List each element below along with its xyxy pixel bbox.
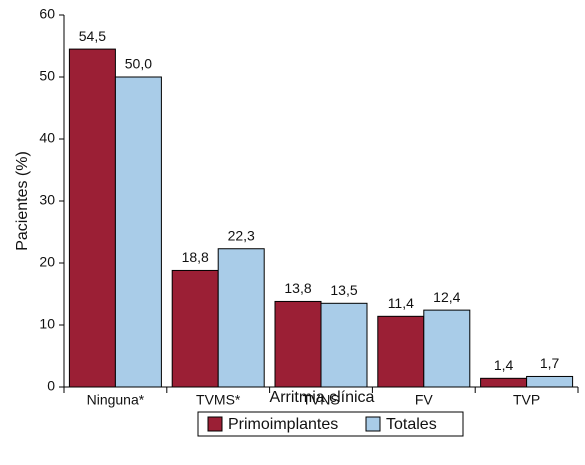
bar bbox=[68, 48, 116, 388]
legend-box bbox=[197, 411, 464, 437]
value-label: 13,8 bbox=[284, 280, 311, 296]
value-label: 18,8 bbox=[182, 249, 209, 265]
x-axis-title: Arritmia clínica bbox=[270, 389, 375, 406]
legend-label: Primoimplantes bbox=[228, 416, 338, 433]
x-tick-label: TVP bbox=[513, 392, 540, 408]
bar bbox=[114, 76, 162, 388]
value-label: 54,5 bbox=[79, 28, 106, 44]
y-tick-label: 60 bbox=[39, 6, 55, 22]
value-label: 12,4 bbox=[433, 289, 460, 305]
y-axis-title: Pacientes (%) bbox=[14, 151, 31, 251]
bar bbox=[320, 302, 368, 388]
y-tick-label: 0 bbox=[47, 378, 55, 394]
bar bbox=[217, 248, 265, 388]
bar bbox=[171, 269, 219, 388]
legend-swatch bbox=[207, 416, 223, 432]
bar bbox=[480, 377, 528, 388]
x-tick-label: TVMS* bbox=[196, 392, 241, 408]
value-label: 1,7 bbox=[540, 355, 560, 371]
legend-label: Totales bbox=[386, 416, 437, 433]
y-tick-label: 40 bbox=[39, 130, 55, 146]
value-label: 1,4 bbox=[494, 357, 514, 373]
bar bbox=[423, 309, 471, 388]
x-tick-label: Ninguna* bbox=[87, 392, 145, 408]
bar bbox=[526, 375, 574, 388]
value-label: 22,3 bbox=[228, 227, 255, 243]
legend-swatch bbox=[365, 416, 381, 432]
y-tick-label: 30 bbox=[39, 192, 55, 208]
value-label: 50,0 bbox=[125, 56, 152, 72]
y-tick-label: 50 bbox=[39, 68, 55, 84]
y-tick-label: 10 bbox=[39, 316, 55, 332]
x-tick-label: TVNS bbox=[302, 392, 339, 408]
value-label: 11,4 bbox=[388, 295, 414, 311]
x-tick-label: FV bbox=[415, 392, 434, 408]
value-label: 13,5 bbox=[330, 282, 357, 298]
bar bbox=[377, 315, 425, 388]
y-tick-label: 20 bbox=[39, 254, 55, 270]
bar bbox=[274, 300, 322, 388]
